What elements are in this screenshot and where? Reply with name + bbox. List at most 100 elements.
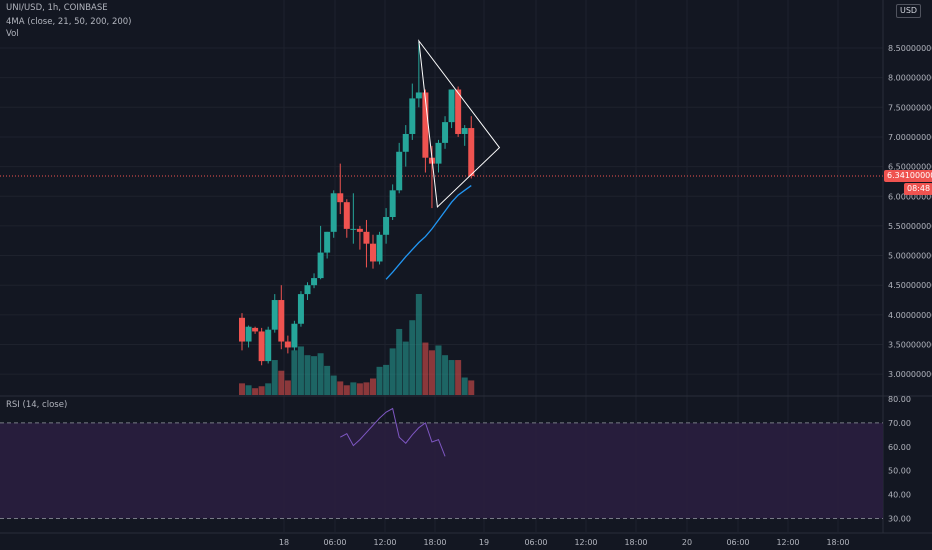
x-tick-label: 12:00 — [574, 538, 597, 547]
candle — [415, 42, 422, 108]
candle-body — [330, 193, 337, 232]
volume-bar — [291, 350, 298, 395]
candle-body — [415, 92, 422, 99]
volume-bar — [376, 366, 383, 395]
triangle-shape — [418, 39, 501, 208]
candle-body — [396, 151, 403, 191]
symbol-legend[interactable]: UNI/USD, 1h, COINBASE — [6, 3, 108, 13]
candle-body — [337, 193, 344, 203]
candle-body — [317, 252, 324, 279]
candle — [311, 273, 318, 289]
candle — [350, 193, 357, 244]
candle — [409, 83, 416, 140]
candle — [265, 326, 272, 364]
candle-body — [422, 92, 429, 158]
volume-bar — [350, 382, 357, 395]
volume-bar — [297, 346, 304, 395]
candle-body — [252, 327, 259, 332]
x-tick-label: 12:00 — [776, 538, 799, 547]
candle-body — [297, 294, 304, 324]
x-tick-label: 06:00 — [323, 538, 346, 547]
y-tick-label: 6.50000000 — [888, 163, 932, 172]
rsi-tick-label: 80.00 — [888, 395, 911, 404]
rsi-band-fill — [0, 422, 883, 519]
volume-bar — [304, 355, 311, 395]
rsi-tick-label: 30.00 — [888, 515, 911, 524]
volume-bar — [455, 360, 462, 395]
y-tick-label: 7.00000000 — [888, 133, 932, 142]
candle — [278, 285, 285, 350]
volume-bar — [442, 355, 449, 395]
y-tick-label: 6.00000000 — [888, 192, 932, 201]
candle-body — [284, 341, 291, 348]
triangle-drawing[interactable] — [418, 39, 501, 208]
rsi-tick-label: 70.00 — [888, 419, 911, 428]
x-tick-label: 06:00 — [524, 538, 547, 547]
volume-bar — [422, 342, 429, 395]
y-tick-label: 7.50000000 — [888, 103, 932, 112]
volume-bar — [383, 364, 390, 395]
candle — [363, 219, 370, 268]
volume-bar — [389, 348, 396, 395]
y-tick-label: 8.00000000 — [888, 74, 932, 83]
candle — [455, 86, 462, 137]
candle — [402, 125, 409, 167]
volume-bar — [252, 388, 259, 395]
ma-legend[interactable]: 4MA (close, 21, 50, 200, 200) — [6, 17, 132, 27]
volume-bar — [245, 385, 252, 395]
candle-body — [389, 190, 396, 218]
countdown-badge: 08:48 — [904, 183, 932, 195]
rsi-pane — [0, 407, 883, 519]
volume-bar — [317, 353, 324, 395]
currency-badge[interactable]: USD — [896, 4, 922, 18]
candle — [389, 184, 396, 220]
candle-body — [370, 243, 376, 262]
candle — [252, 326, 259, 334]
candle-body — [409, 98, 416, 134]
volume-bar — [343, 385, 350, 395]
ma-line — [385, 185, 472, 280]
candle-body — [448, 89, 455, 123]
volume-bar — [239, 383, 245, 395]
candle — [396, 142, 403, 194]
candle — [337, 163, 344, 215]
candle-body — [245, 326, 252, 342]
candle-body — [442, 122, 449, 143]
volume-bar — [415, 294, 422, 395]
candle-body — [291, 323, 298, 348]
candle-body — [376, 234, 383, 262]
candle-body — [402, 133, 409, 152]
y-tick-label: 4.00000000 — [888, 311, 932, 320]
volume-bars — [239, 294, 475, 395]
candle — [304, 282, 311, 301]
candle-body — [343, 202, 350, 229]
vol-legend[interactable]: Vol — [6, 29, 19, 39]
volume-bar — [337, 381, 344, 395]
candle — [258, 327, 265, 366]
candle — [448, 89, 455, 129]
x-tick-label: 18:00 — [423, 538, 446, 547]
candle-body — [356, 228, 363, 232]
candle — [435, 139, 442, 173]
candle — [468, 116, 475, 179]
volume-bar — [265, 383, 272, 395]
candle — [324, 231, 331, 259]
candle-body — [271, 300, 278, 330]
x-tick-label: 20 — [682, 538, 692, 547]
candle-body — [350, 228, 357, 230]
x-tick-label: 18:00 — [624, 538, 647, 547]
candle-body — [383, 217, 390, 235]
rsi-legend[interactable]: RSI (14, close) — [6, 400, 68, 410]
volume-bar — [284, 380, 291, 395]
volume-bar — [435, 345, 442, 395]
candle-body — [304, 285, 311, 295]
candle — [239, 313, 245, 351]
volume-bar — [311, 356, 318, 395]
candle-body — [468, 128, 475, 177]
y-tick-label: 3.00000000 — [888, 370, 932, 379]
candle — [271, 294, 278, 333]
y-tick-label: 5.00000000 — [888, 252, 932, 261]
rsi-tick-label: 40.00 — [888, 491, 911, 500]
rsi-tick-label: 50.00 — [888, 467, 911, 476]
